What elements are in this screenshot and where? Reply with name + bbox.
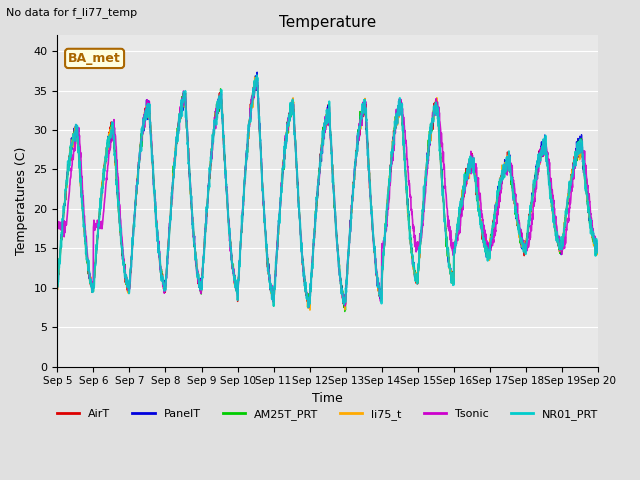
Legend: AirT, PanelT, AM25T_PRT, li75_t, Tsonic, NR01_PRT: AirT, PanelT, AM25T_PRT, li75_t, Tsonic,… — [52, 404, 603, 424]
Text: No data for f_li77_temp: No data for f_li77_temp — [6, 7, 138, 18]
Title: Temperature: Temperature — [279, 15, 376, 30]
X-axis label: Time: Time — [312, 392, 343, 405]
Y-axis label: Temperatures (C): Temperatures (C) — [15, 147, 28, 255]
Text: BA_met: BA_met — [68, 52, 121, 65]
